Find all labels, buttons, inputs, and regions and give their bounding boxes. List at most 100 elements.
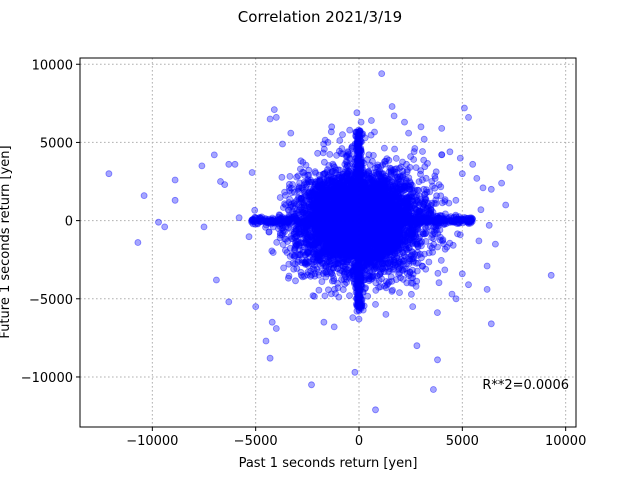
data-point	[317, 184, 325, 192]
data-point	[336, 239, 344, 247]
data-point	[320, 158, 328, 166]
data-point	[382, 185, 390, 193]
data-point	[386, 176, 393, 184]
data-point	[349, 213, 357, 221]
data-point	[429, 215, 437, 223]
data-point	[384, 193, 392, 201]
data-point	[336, 244, 344, 252]
data-point	[314, 182, 322, 189]
data-point	[325, 231, 333, 239]
data-point	[391, 242, 399, 250]
data-point	[348, 235, 356, 243]
data-point	[347, 205, 355, 213]
data-point	[324, 192, 332, 200]
data-point	[372, 220, 380, 228]
data-point	[388, 243, 396, 251]
data-point	[327, 251, 335, 259]
data-point	[327, 290, 335, 298]
data-point	[385, 237, 393, 245]
data-point	[297, 157, 305, 165]
data-point	[302, 251, 310, 259]
data-point	[360, 193, 368, 201]
data-point	[347, 258, 355, 266]
data-point	[369, 192, 376, 200]
data-point	[323, 223, 331, 231]
data-point	[376, 228, 384, 236]
data-point	[335, 293, 343, 301]
data-point	[275, 220, 283, 228]
data-point	[356, 249, 364, 257]
data-point	[331, 182, 339, 190]
data-point	[335, 227, 343, 235]
data-point	[348, 213, 356, 221]
data-point	[384, 209, 392, 217]
data-point	[362, 235, 370, 242]
data-point	[345, 244, 353, 252]
data-point	[245, 233, 253, 241]
data-point	[382, 178, 390, 186]
data-point	[313, 239, 321, 247]
data-point	[367, 237, 375, 245]
data-point	[365, 225, 373, 233]
data-point	[377, 209, 385, 217]
data-point	[370, 244, 378, 252]
data-point	[350, 219, 358, 227]
data-point	[357, 242, 365, 250]
data-point	[375, 243, 383, 251]
data-point	[308, 211, 316, 219]
data-point	[362, 217, 370, 225]
data-point	[372, 182, 380, 190]
data-point	[334, 222, 342, 230]
data-point	[350, 224, 358, 231]
data-point	[363, 249, 371, 257]
data-point	[338, 145, 346, 152]
data-point	[311, 225, 319, 233]
data-point	[350, 209, 358, 217]
data-point	[382, 259, 390, 267]
data-point	[365, 269, 373, 277]
data-point	[367, 219, 375, 227]
data-point	[360, 216, 368, 224]
data-point	[309, 292, 317, 300]
data-point	[369, 272, 377, 280]
data-point	[337, 232, 345, 240]
data-point	[301, 258, 309, 266]
data-point	[345, 191, 353, 199]
data-point	[333, 211, 341, 219]
data-point	[389, 222, 397, 230]
data-point	[380, 144, 388, 152]
data-point	[392, 241, 400, 248]
data-point	[322, 273, 330, 281]
data-point	[337, 183, 345, 191]
data-point	[398, 266, 406, 274]
data-point	[308, 178, 316, 186]
data-point	[368, 263, 376, 270]
data-point	[405, 272, 413, 280]
data-point	[337, 240, 345, 247]
data-point	[339, 262, 347, 270]
data-point	[353, 222, 361, 230]
data-point	[378, 248, 385, 256]
data-point	[347, 175, 355, 183]
data-point	[332, 191, 340, 199]
data-point	[363, 198, 371, 206]
data-point	[422, 237, 430, 245]
data-point	[433, 309, 441, 317]
data-point	[344, 189, 352, 197]
data-point	[373, 238, 380, 246]
data-point	[411, 186, 419, 194]
data-point	[352, 219, 360, 227]
data-point	[319, 197, 327, 205]
data-point	[313, 177, 321, 185]
data-point	[376, 190, 384, 198]
data-point	[396, 289, 403, 297]
data-point	[346, 206, 354, 214]
data-point	[432, 196, 440, 204]
data-point	[298, 228, 305, 236]
data-point	[333, 214, 341, 222]
data-point	[351, 187, 359, 195]
data-point	[311, 168, 319, 176]
data-point	[369, 244, 377, 252]
data-point	[351, 224, 358, 232]
data-point	[414, 243, 422, 251]
